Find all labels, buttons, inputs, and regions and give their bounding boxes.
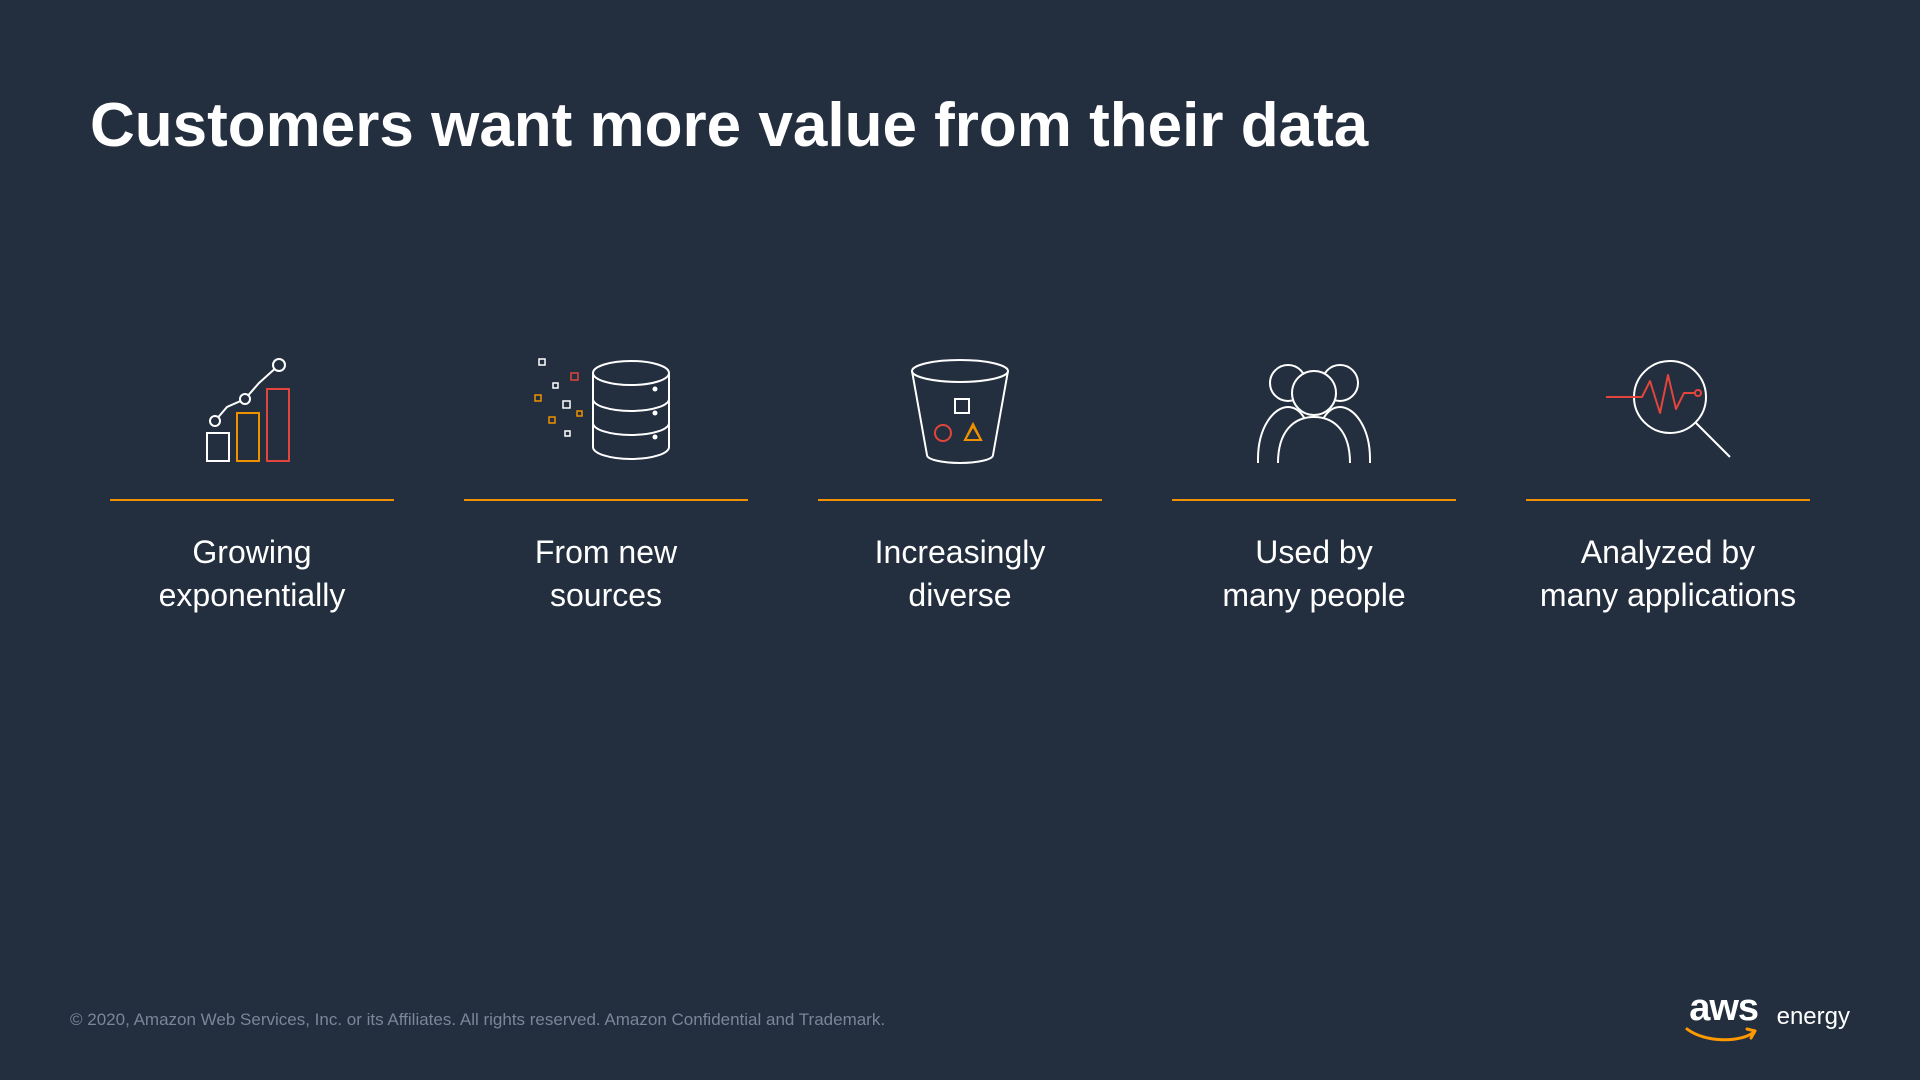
item-apps: Analyzed by many applications xyxy=(1526,341,1810,617)
magnify-wave-icon xyxy=(1526,341,1810,471)
item-label: Increasingly diverse xyxy=(875,531,1046,617)
item-label: Growing exponentially xyxy=(159,531,346,617)
item-divider xyxy=(818,499,1102,501)
aws-logo-subtext: energy xyxy=(1777,1003,1850,1031)
footer-copyright: © 2020, Amazon Web Services, Inc. or its… xyxy=(70,1010,885,1030)
people-group-icon xyxy=(1172,341,1456,471)
database-particles-icon xyxy=(464,341,748,471)
item-divider xyxy=(1172,499,1456,501)
item-divider xyxy=(110,499,394,501)
item-people: Used by many people xyxy=(1172,341,1456,617)
bucket-shapes-icon xyxy=(818,341,1102,471)
aws-logo: aws energy xyxy=(1685,989,1850,1045)
growth-chart-icon xyxy=(110,341,394,471)
aws-logo-text: aws xyxy=(1689,989,1758,1027)
item-label: Used by many people xyxy=(1222,531,1405,617)
items-row: Growing exponentially xyxy=(90,341,1830,617)
slide-title: Customers want more value from their dat… xyxy=(90,90,1830,161)
slide-container: Customers want more value from their dat… xyxy=(0,0,1920,1080)
item-growing: Growing exponentially xyxy=(110,341,394,617)
aws-mark: aws xyxy=(1685,989,1763,1045)
item-divider xyxy=(1526,499,1810,501)
item-label: From new sources xyxy=(535,531,677,617)
aws-swoosh-icon xyxy=(1685,1027,1763,1045)
item-sources: From new sources xyxy=(464,341,748,617)
item-diverse: Increasingly diverse xyxy=(818,341,1102,617)
item-label: Analyzed by many applications xyxy=(1540,531,1796,617)
item-divider xyxy=(464,499,748,501)
